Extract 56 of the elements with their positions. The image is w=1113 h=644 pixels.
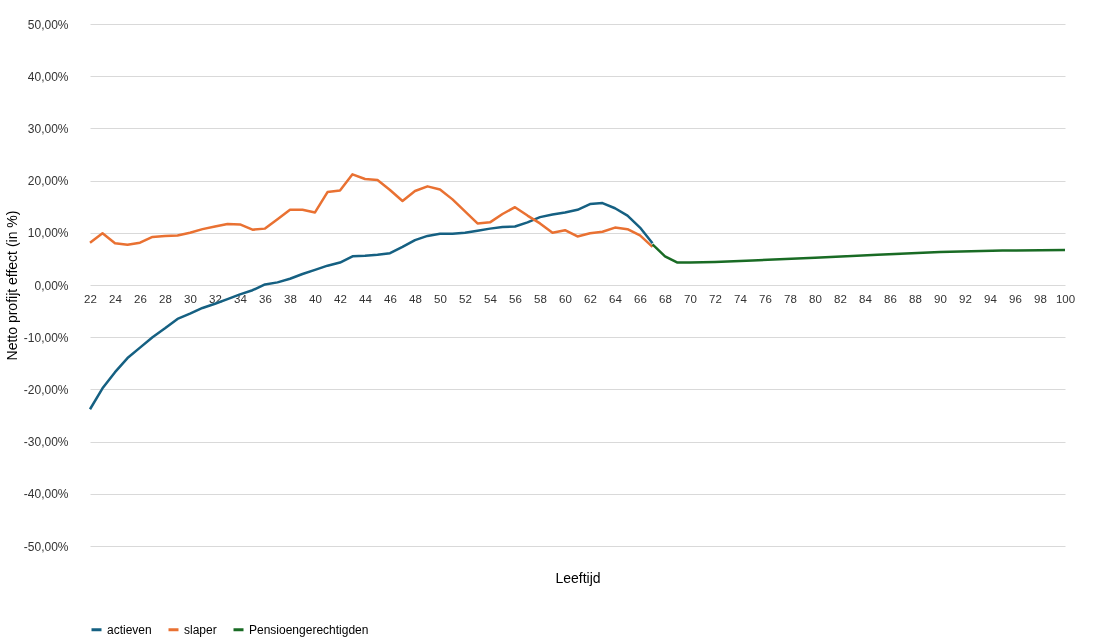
x-tick-label: 38 bbox=[284, 292, 297, 305]
x-tick-label: 22 bbox=[84, 292, 97, 305]
x-tick-label: 40 bbox=[309, 292, 322, 305]
x-tick-label: 46 bbox=[384, 292, 397, 305]
x-tick-label: 90 bbox=[934, 292, 947, 305]
y-tick-label: 50,00% bbox=[27, 17, 69, 32]
x-tick-label: 76 bbox=[759, 292, 772, 305]
x-tick-label: 62 bbox=[584, 292, 597, 305]
x-tick-label: 88 bbox=[909, 292, 922, 305]
y-tick-label: 10,00% bbox=[27, 226, 69, 241]
x-tick-label: 58 bbox=[534, 292, 547, 305]
x-axis-title: Leeftijd bbox=[555, 569, 601, 586]
x-tick-label: 42 bbox=[334, 292, 347, 305]
x-tick-label: 94 bbox=[984, 292, 998, 305]
x-tick-label: 78 bbox=[784, 292, 797, 305]
x-tick-label: 56 bbox=[509, 292, 522, 305]
x-tick-label: 68 bbox=[659, 292, 672, 305]
x-tick-label: 70 bbox=[684, 292, 697, 305]
x-tick-label: 74 bbox=[734, 292, 748, 305]
x-tick-label: 36 bbox=[259, 292, 272, 305]
x-tick-label: 50 bbox=[434, 292, 447, 305]
y-tick-label: 20,00% bbox=[27, 174, 69, 189]
x-tick-label: 96 bbox=[1009, 292, 1022, 305]
x-tick-label: 72 bbox=[709, 292, 722, 305]
x-tick-label: 82 bbox=[834, 292, 847, 305]
y-tick-label: -20,00% bbox=[23, 382, 69, 397]
y-tick-label: -10,00% bbox=[23, 330, 69, 345]
x-tick-label: 64 bbox=[609, 292, 623, 305]
x-tick-label: 98 bbox=[1034, 292, 1047, 305]
x-tick-label: 44 bbox=[359, 292, 373, 305]
line-series bbox=[651, 243, 1067, 264]
x-tick-label: 60 bbox=[559, 292, 572, 305]
y-tick-label: 30,00% bbox=[27, 121, 69, 136]
x-tick-label: 28 bbox=[159, 292, 172, 305]
x-tick-label: 80 bbox=[809, 292, 822, 305]
x-tick-label: 84 bbox=[859, 292, 873, 305]
y-tick-label: -50,00% bbox=[23, 539, 69, 554]
x-tick-label: 100 bbox=[1055, 292, 1076, 305]
x-tick-label: 30 bbox=[184, 292, 197, 305]
y-tick-label: 0,00% bbox=[34, 278, 69, 293]
x-tick-label: 26 bbox=[134, 292, 147, 305]
x-tick-label: 66 bbox=[634, 292, 647, 305]
x-tick-label: 24 bbox=[109, 292, 123, 305]
x-tick-label: 54 bbox=[484, 292, 498, 305]
x-tick-label: 52 bbox=[459, 292, 472, 305]
x-tick-label: 92 bbox=[959, 292, 972, 305]
y-tick-label: -40,00% bbox=[23, 487, 69, 502]
legend-label: slaper bbox=[184, 622, 217, 637]
y-tick-label: -30,00% bbox=[23, 435, 69, 450]
y-axis-title: Netto profijt effect (in %) bbox=[3, 210, 20, 361]
legend-label: actieven bbox=[107, 622, 152, 637]
legend-label: Pensioengerechtigden bbox=[249, 622, 369, 637]
y-tick-label: 40,00% bbox=[27, 69, 69, 84]
line-series bbox=[88, 173, 654, 249]
x-tick-label: 86 bbox=[884, 292, 897, 305]
x-tick-label: 48 bbox=[409, 292, 422, 305]
